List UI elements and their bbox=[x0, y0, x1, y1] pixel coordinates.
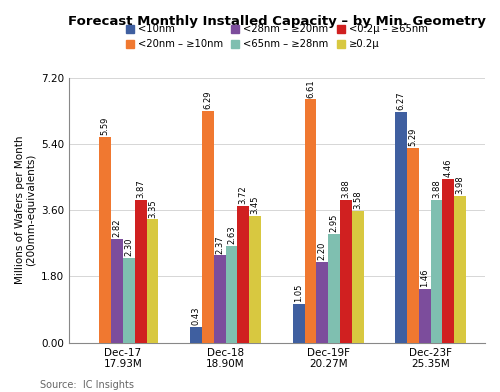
Bar bbox=[442, 179, 454, 343]
Bar bbox=[202, 111, 214, 343]
Bar bbox=[304, 100, 316, 343]
Text: Source:  IC Insights: Source: IC Insights bbox=[40, 380, 134, 390]
Bar bbox=[454, 196, 466, 343]
Bar bbox=[328, 234, 340, 343]
Text: 1.46: 1.46 bbox=[420, 269, 430, 287]
Bar bbox=[430, 200, 442, 343]
Text: 3.87: 3.87 bbox=[136, 180, 145, 198]
Bar bbox=[146, 220, 158, 343]
Text: 5.29: 5.29 bbox=[408, 128, 418, 146]
Text: 1.05: 1.05 bbox=[294, 284, 303, 302]
Bar bbox=[249, 216, 261, 343]
Bar bbox=[112, 239, 123, 343]
Text: 2.20: 2.20 bbox=[318, 241, 327, 260]
Text: 3.35: 3.35 bbox=[148, 199, 157, 218]
Text: 2.37: 2.37 bbox=[215, 235, 224, 254]
Text: 2.82: 2.82 bbox=[112, 219, 122, 237]
Text: 3.88: 3.88 bbox=[432, 180, 441, 198]
Text: 2.95: 2.95 bbox=[330, 214, 338, 232]
Bar bbox=[352, 211, 364, 343]
Bar bbox=[396, 112, 407, 343]
Text: 3.45: 3.45 bbox=[250, 196, 260, 214]
Bar bbox=[226, 246, 237, 343]
Text: 6.29: 6.29 bbox=[204, 91, 212, 109]
Legend: <10nm, <20nm – ≥10nm, <28nm – ≥20nm, <65nm – ≥28nm, <0.2μ – ≥65nm, ≥0.2μ: <10nm, <20nm – ≥10nm, <28nm – ≥20nm, <65… bbox=[126, 24, 428, 49]
Text: 6.61: 6.61 bbox=[306, 79, 315, 98]
Bar bbox=[100, 137, 112, 343]
Text: 2.30: 2.30 bbox=[124, 238, 134, 256]
Bar bbox=[238, 206, 249, 343]
Text: 3.98: 3.98 bbox=[456, 176, 464, 194]
Bar bbox=[190, 327, 202, 343]
Text: 3.72: 3.72 bbox=[239, 185, 248, 204]
Text: 2.63: 2.63 bbox=[227, 225, 236, 244]
Text: 3.58: 3.58 bbox=[353, 191, 362, 209]
Bar bbox=[123, 258, 135, 343]
Text: 4.46: 4.46 bbox=[444, 158, 453, 177]
Bar bbox=[316, 262, 328, 343]
Text: 5.59: 5.59 bbox=[101, 117, 110, 135]
Bar bbox=[419, 289, 430, 343]
Title: Forecast Monthly Installed Capacity – by Min. Geometry: Forecast Monthly Installed Capacity – by… bbox=[68, 15, 486, 28]
Bar bbox=[340, 200, 351, 343]
Text: 3.88: 3.88 bbox=[342, 180, 350, 198]
Bar bbox=[407, 148, 419, 343]
Bar bbox=[293, 304, 304, 343]
Text: 6.27: 6.27 bbox=[396, 92, 406, 110]
Bar bbox=[214, 256, 226, 343]
Text: 0.43: 0.43 bbox=[192, 307, 200, 325]
Bar bbox=[135, 200, 146, 343]
Y-axis label: Millions of Wafers per Month
(200mm-equivalents): Millions of Wafers per Month (200mm-equi… bbox=[15, 136, 36, 285]
